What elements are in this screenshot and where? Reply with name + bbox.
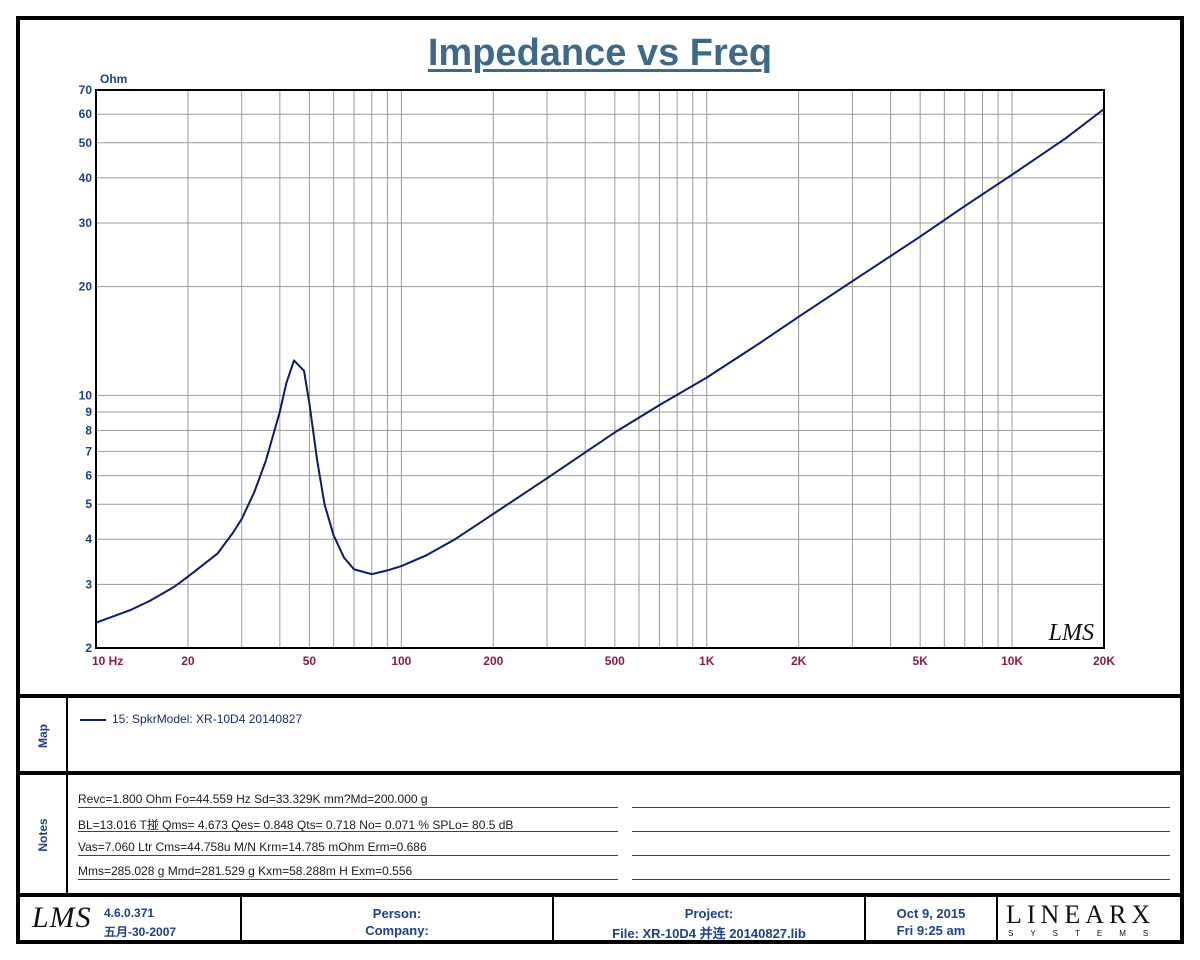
impedance-curve	[95, 108, 1105, 624]
x-tick-label: 1K	[699, 654, 715, 668]
map-label: Map	[20, 698, 68, 774]
plot-area-border	[95, 89, 1105, 649]
x-tick-label: 20	[181, 654, 195, 668]
file-label: File: XR-10D4 并连 20140827.lib	[612, 926, 806, 941]
y-tick-label: 20	[79, 280, 93, 294]
notes-panel: Notes Revc=1.800 Ohm Fo=44.559 Hz Sd=33.…	[20, 771, 1180, 895]
y-tick-label: 8	[85, 423, 92, 437]
note-rule	[78, 855, 618, 856]
x-tick-label: 20K	[1093, 654, 1115, 668]
linearx-logo: LINEARX	[1006, 900, 1156, 929]
x-tick-label: 100	[391, 654, 411, 668]
y-tick-label: 5	[85, 497, 92, 511]
y-tick-label: 50	[79, 136, 93, 150]
note-line-2: BL=13.016 T掽 Qms= 4.673 Qes= 0.848 Qts= …	[78, 818, 514, 832]
report-frame: Impedance vs Freq Ohm 2 3 4 5 6 7 8 9 10 20 30 40 50 6…	[16, 16, 1184, 944]
x-tick-label: 50	[303, 654, 317, 668]
x-tick-label: 200	[483, 654, 503, 668]
y-tick-label: 9	[85, 405, 92, 419]
notes-label: Notes	[20, 775, 68, 895]
x-tick-label: 2K	[791, 654, 807, 668]
x-tick-label: 10K	[1001, 654, 1023, 668]
y-tick-label: 6	[85, 469, 92, 483]
note-rule	[78, 879, 618, 880]
map-panel: Map 15: SpkrModel: XR-10D4 20140827	[20, 694, 1180, 774]
y-tick-label: 30	[79, 216, 93, 230]
version-number: 4.6.0.371	[104, 906, 155, 920]
note-line-3: Vas=7.060 Ltr Cms=44.758u M/N Krm=14.785…	[78, 840, 427, 854]
note-rule	[632, 855, 1170, 856]
lms-watermark: LMS	[1048, 620, 1094, 646]
footer-project-cell: Project: File: XR-10D4 并连 20140827.lib	[554, 897, 866, 944]
note-rule	[632, 831, 1170, 832]
footer-person-cell: Person: Company:	[242, 897, 554, 944]
company-label: Company:	[365, 923, 429, 938]
y-tick-label: 10	[79, 388, 93, 402]
footer-date-cell: Oct 9, 2015 Fri 9:25 am	[866, 897, 998, 944]
legend-entry-text: 15: SpkrModel: XR-10D4 20140827	[112, 712, 303, 726]
footer-brand-cell: LINEARX SYSTEMS	[998, 897, 1180, 944]
y-tick-label: 7	[85, 444, 92, 458]
y-tick-label: 60	[79, 107, 93, 121]
lms-logo: LMS	[32, 901, 92, 934]
chart-title: Impedance vs Freq	[427, 32, 773, 74]
note-rule	[78, 831, 618, 832]
legend-entry[interactable]: 15: SpkrModel: XR-10D4 20140827	[80, 712, 302, 726]
note-rule	[78, 807, 618, 808]
project-label: Project:	[684, 906, 734, 921]
x-tick-label: 500	[605, 654, 625, 668]
y-tick-label: 4	[85, 532, 92, 546]
version-date: 五月-30-2007	[104, 925, 177, 939]
note-rule	[632, 807, 1170, 808]
legend-line-swatch	[80, 718, 106, 721]
y-tick-label: 40	[79, 171, 93, 185]
footer-bar: LMS 4.6.0.371 五月-30-2007 Person: Company…	[20, 893, 1180, 944]
y-tick-label: 70	[79, 83, 93, 97]
y-axis-label: Ohm	[100, 72, 127, 86]
linearx-subtitle: SYSTEMS	[1008, 929, 1166, 938]
x-tick-label: 10 Hz	[92, 654, 123, 668]
note-rule	[632, 879, 1170, 880]
footer-version-cell: LMS 4.6.0.371 五月-30-2007	[20, 897, 242, 944]
x-tick-label: 5K	[912, 654, 928, 668]
y-tick-label: 2	[85, 641, 92, 655]
y-tick-label: 3	[85, 577, 92, 591]
note-line-4: Mms=285.028 g Mmd=281.529 g Kxm=58.288m …	[78, 864, 413, 878]
person-label: Person:	[372, 906, 422, 921]
impedance-chart: Ohm 2 3 4 5 6 7 8 9 10 20 30 40 50 60 70 10 Hz 20 50 100 200…	[79, 72, 1116, 668]
note-line-1: Revc=1.800 Ohm Fo=44.559 Hz Sd=33.329K m…	[78, 792, 428, 806]
report-time: Fri 9:25 am	[896, 923, 966, 938]
report-date: Oct 9, 2015	[896, 906, 966, 921]
